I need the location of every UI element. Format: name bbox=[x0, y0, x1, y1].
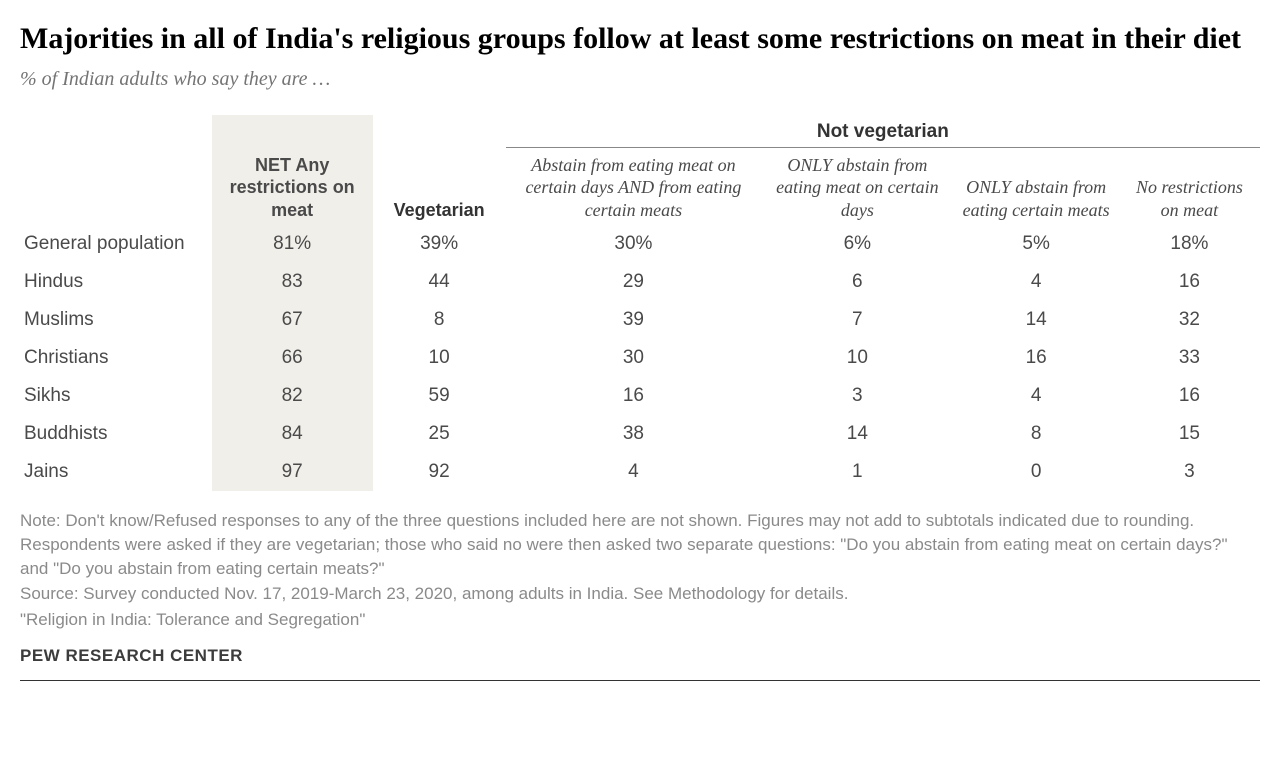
table-row: Hindus 83 44 29 6 4 16 bbox=[20, 263, 1260, 301]
cell-meats: 5% bbox=[954, 225, 1119, 263]
col-meats: ONLY abstain from eating certain meats bbox=[954, 147, 1119, 225]
row-label: Christians bbox=[20, 339, 212, 377]
cell-both: 29 bbox=[506, 263, 762, 301]
org-name: PEW RESEARCH CENTER bbox=[20, 646, 1260, 666]
cell-net: 84 bbox=[212, 415, 373, 453]
row-label: Hindus bbox=[20, 263, 212, 301]
row-label: Muslims bbox=[20, 301, 212, 339]
cell-veg: 39% bbox=[373, 225, 506, 263]
cell-none: 15 bbox=[1119, 415, 1260, 453]
cell-both: 16 bbox=[506, 377, 762, 415]
cell-net: 81% bbox=[212, 225, 373, 263]
row-label: Buddhists bbox=[20, 415, 212, 453]
chart-title: Majorities in all of India's religious g… bbox=[20, 20, 1260, 58]
table-row: Sikhs 82 59 16 3 4 16 bbox=[20, 377, 1260, 415]
cell-veg: 92 bbox=[373, 453, 506, 491]
cell-none: 33 bbox=[1119, 339, 1260, 377]
cell-days: 10 bbox=[761, 339, 953, 377]
col-none: No restrictions on meat bbox=[1119, 147, 1260, 225]
chart-container: Majorities in all of India's religious g… bbox=[20, 20, 1260, 681]
cell-none: 16 bbox=[1119, 377, 1260, 415]
cell-days: 3 bbox=[761, 377, 953, 415]
cell-meats: 4 bbox=[954, 263, 1119, 301]
cell-meats: 4 bbox=[954, 377, 1119, 415]
cell-veg: 10 bbox=[373, 339, 506, 377]
not-vegetarian-header: Not vegetarian bbox=[506, 115, 1260, 148]
cell-veg: 44 bbox=[373, 263, 506, 301]
cell-both: 39 bbox=[506, 301, 762, 339]
table-row: Buddhists 84 25 38 14 8 15 bbox=[20, 415, 1260, 453]
cell-veg: 25 bbox=[373, 415, 506, 453]
cell-days: 6 bbox=[761, 263, 953, 301]
col-net: NET Any restrictions on meat bbox=[212, 147, 373, 225]
cell-meats: 0 bbox=[954, 453, 1119, 491]
source-text: Source: Survey conducted Nov. 17, 2019-M… bbox=[20, 582, 1260, 606]
row-label: Sikhs bbox=[20, 377, 212, 415]
cell-none: 3 bbox=[1119, 453, 1260, 491]
cell-net: 83 bbox=[212, 263, 373, 301]
cell-none: 18% bbox=[1119, 225, 1260, 263]
cell-both: 4 bbox=[506, 453, 762, 491]
data-table: Not vegetarian NET Any restrictions on m… bbox=[20, 115, 1260, 492]
cell-both: 30% bbox=[506, 225, 762, 263]
group-header-row: Not vegetarian bbox=[20, 115, 1260, 148]
cell-net: 82 bbox=[212, 377, 373, 415]
cell-none: 16 bbox=[1119, 263, 1260, 301]
cell-net: 67 bbox=[212, 301, 373, 339]
col-days: ONLY abstain from eating meat on certain… bbox=[761, 147, 953, 225]
cell-meats: 14 bbox=[954, 301, 1119, 339]
cell-net: 97 bbox=[212, 453, 373, 491]
table-row: Christians 66 10 30 10 16 33 bbox=[20, 339, 1260, 377]
cell-meats: 16 bbox=[954, 339, 1119, 377]
cell-both: 30 bbox=[506, 339, 762, 377]
cell-meats: 8 bbox=[954, 415, 1119, 453]
note-text: Note: Don't know/Refused responses to an… bbox=[20, 509, 1260, 580]
cell-both: 38 bbox=[506, 415, 762, 453]
report-title: "Religion in India: Tolerance and Segreg… bbox=[20, 608, 1260, 632]
cell-veg: 59 bbox=[373, 377, 506, 415]
row-label: General population bbox=[20, 225, 212, 263]
cell-none: 32 bbox=[1119, 301, 1260, 339]
table-row: Jains 97 92 4 1 0 3 bbox=[20, 453, 1260, 491]
cell-days: 1 bbox=[761, 453, 953, 491]
footer-rule bbox=[20, 680, 1260, 681]
table-row: Muslims 67 8 39 7 14 32 bbox=[20, 301, 1260, 339]
general-population-row: General population 81% 39% 30% 6% 5% 18% bbox=[20, 225, 1260, 263]
col-veg: Vegetarian bbox=[373, 147, 506, 225]
cell-veg: 8 bbox=[373, 301, 506, 339]
cell-net: 66 bbox=[212, 339, 373, 377]
cell-days: 14 bbox=[761, 415, 953, 453]
col-both: Abstain from eating meat on certain days… bbox=[506, 147, 762, 225]
row-label: Jains bbox=[20, 453, 212, 491]
chart-subtitle: % of Indian adults who say they are … bbox=[20, 68, 1260, 91]
cell-days: 7 bbox=[761, 301, 953, 339]
cell-days: 6% bbox=[761, 225, 953, 263]
column-header-row: NET Any restrictions on meat Vegetarian … bbox=[20, 147, 1260, 225]
